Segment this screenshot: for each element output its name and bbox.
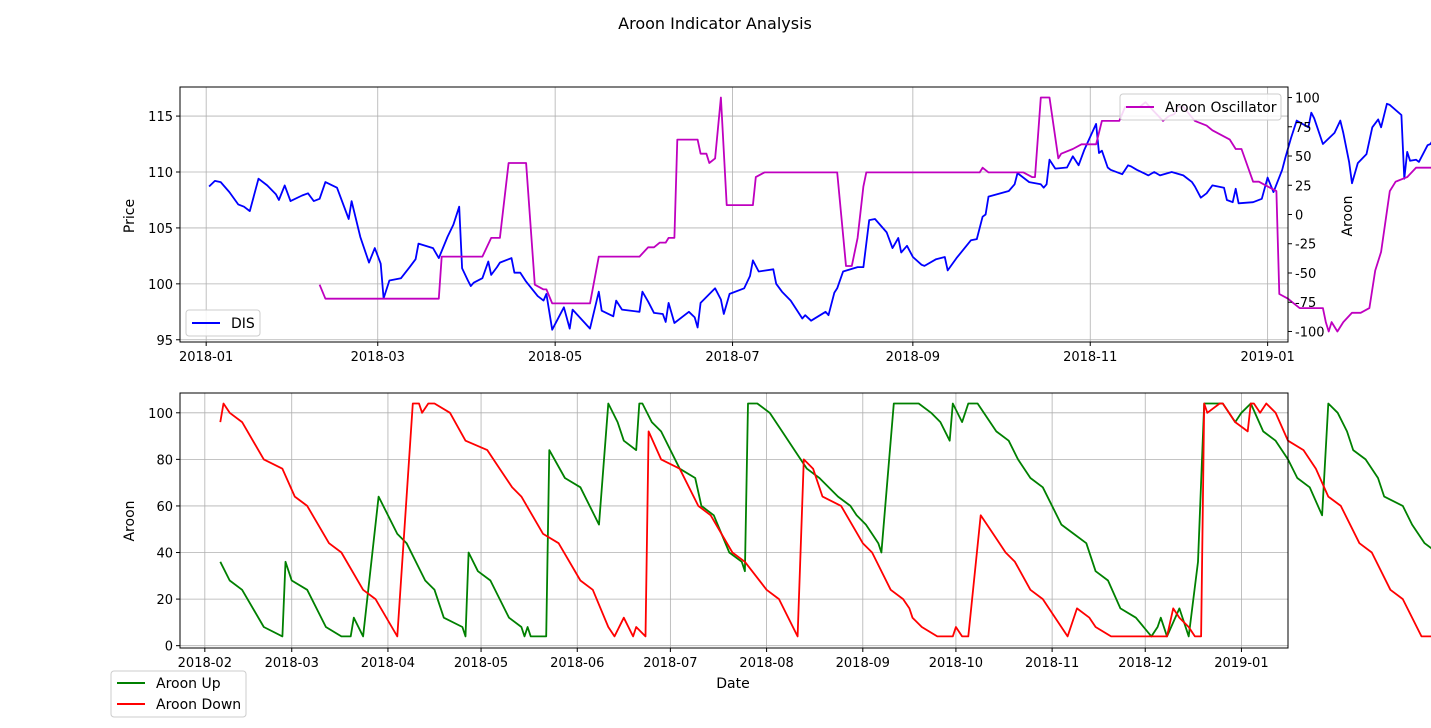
x-tick-label: 2018-07 <box>643 656 697 671</box>
x-tick-label: 2018-08 <box>739 656 793 671</box>
aroon-panel: 2018-02 2018-03 2018-04 2018-05 2018-06 2018-… <box>122 392 1431 692</box>
bottom-series-group <box>219 402 1431 638</box>
y-tick-label: 40 <box>156 547 173 562</box>
dis-line <box>208 102 1431 331</box>
aroon-legend: Aroon Up Aroon Down <box>110 670 247 718</box>
x-tick-label: 2018-09 <box>836 656 890 671</box>
y-right-tick-label: 0 <box>1295 209 1303 224</box>
y-right-tick-label: -50 <box>1295 267 1316 282</box>
y-tick-label: 20 <box>156 593 173 608</box>
bottom-x-axis-label: Date <box>716 676 749 692</box>
top-y-ticks-left: 95 100 105 110 115 <box>148 110 180 349</box>
y-tick-label: 100 <box>148 407 173 422</box>
dis-legend-label: DIS <box>231 316 255 332</box>
figure-title: Aroon Indicator Analysis <box>618 14 812 33</box>
x-tick-label: 2018-11 <box>1063 350 1117 365</box>
y-right-tick-label: -100 <box>1295 325 1325 340</box>
bottom-y-axis-label: Aroon <box>122 500 138 541</box>
bottom-grid <box>180 393 1288 648</box>
x-tick-label: 2018-11 <box>1025 656 1079 671</box>
x-tick-label: 2018-10 <box>929 656 983 671</box>
bottom-axes-frame <box>179 392 1289 649</box>
y-tick-label: 80 <box>156 453 173 468</box>
top-y-axis-label: Price <box>122 199 138 233</box>
dis-legend: DIS <box>185 309 261 337</box>
y-right-tick-label: -25 <box>1295 238 1316 253</box>
x-tick-label: 2018-06 <box>550 656 604 671</box>
y-right-tick-label: 25 <box>1295 179 1312 194</box>
top-y-axis-label-right: Aroon <box>1340 195 1356 236</box>
top-grid <box>180 87 1288 342</box>
oscillator-legend-box <box>1119 93 1282 121</box>
y-tick-label: 110 <box>148 166 173 181</box>
x-tick-label: 2018-04 <box>361 656 415 671</box>
y-right-tick-label: 50 <box>1295 150 1312 165</box>
x-tick-label: 2018-03 <box>265 656 319 671</box>
y-tick-label: 60 <box>156 500 173 515</box>
x-tick-label: 2018-12 <box>1118 656 1172 671</box>
top-y-ticks-right: -100 -75 -50 -25 0 25 50 75 100 <box>1288 92 1325 340</box>
aroon-down-line <box>219 402 1431 638</box>
oscillator-legend-label: Aroon Oscillator <box>1165 100 1277 116</box>
y-tick-label: 100 <box>148 278 173 293</box>
aroon-up-legend-label: Aroon Up <box>156 676 221 692</box>
bottom-y-ticks: 0 20 40 60 80 100 <box>148 407 180 655</box>
y-tick-label: 105 <box>148 222 173 237</box>
top-x-ticks: 2018-01 2018-03 2018-05 2018-07 2018-09 2018-… <box>179 342 1295 365</box>
x-tick-label: 2018-05 <box>454 656 508 671</box>
dis-legend-box <box>185 309 261 337</box>
bottom-x-ticks: 2018-02 2018-03 2018-04 2018-05 2018-06 2018-… <box>178 648 1269 671</box>
x-tick-label: 2018-03 <box>351 350 405 365</box>
x-tick-label: 2018-05 <box>528 350 582 365</box>
x-tick-label: 2018-09 <box>886 350 940 365</box>
x-tick-label: 2019-01 <box>1240 350 1294 365</box>
x-tick-label: 2018-01 <box>179 350 233 365</box>
oscillator-legend: Aroon Oscillator <box>1119 93 1282 121</box>
y-tick-label: 0 <box>165 640 173 655</box>
y-right-tick-label: 75 <box>1295 121 1312 136</box>
x-tick-label: 2018-02 <box>178 656 232 671</box>
y-right-tick-label: 100 <box>1295 92 1320 107</box>
y-right-tick-label: -75 <box>1295 296 1316 311</box>
x-tick-label: 2019-01 <box>1214 656 1268 671</box>
y-tick-label: 115 <box>148 110 173 125</box>
y-tick-label: 95 <box>156 334 173 349</box>
x-tick-label: 2018-07 <box>705 350 759 365</box>
aroon-down-legend-label: Aroon Down <box>156 697 241 713</box>
aroon-up-line <box>219 402 1431 638</box>
price-oscillator-panel: 2018-01 2018-03 2018-05 2018-07 2018-09 2018-… <box>122 86 1431 365</box>
